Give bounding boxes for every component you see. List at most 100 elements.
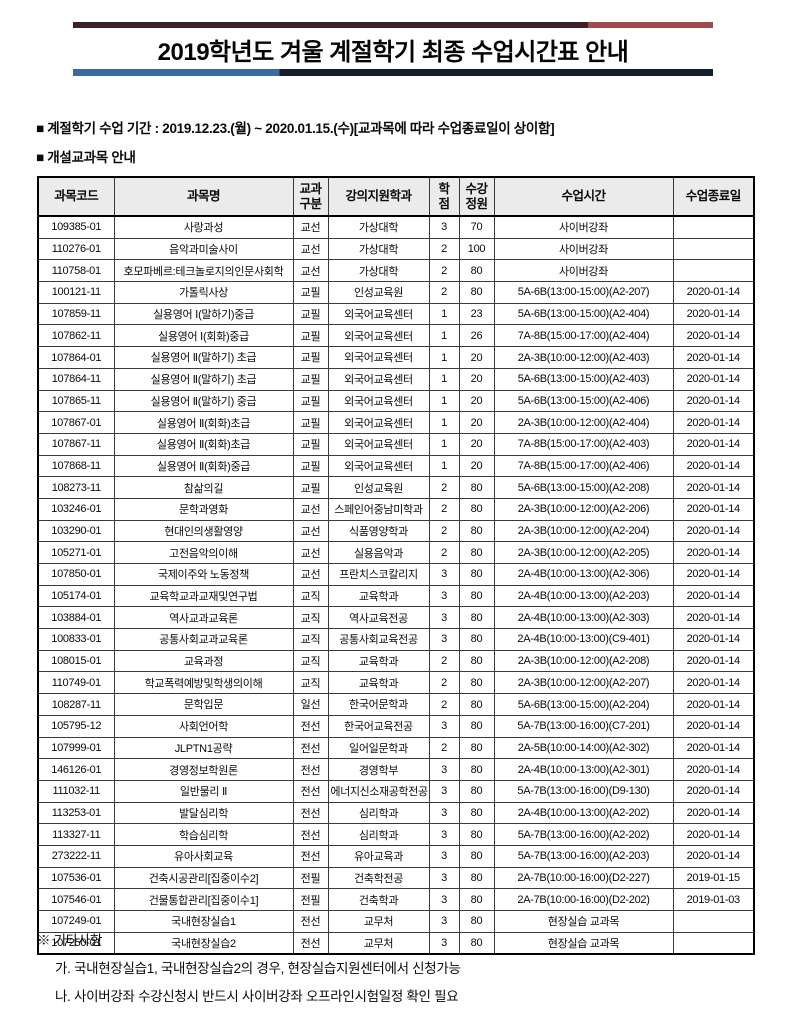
table-cell: 5A-7B(13:00-16:00)(A2-203)	[493, 844, 674, 868]
cell-text: 7A-8B(15:00-17:00)(A2-406)	[517, 459, 650, 472]
table-row: 107864-11 실용영어 Ⅱ(말하기) 초급 교필 외국어교육센터 1 20 5A-6B…	[37, 367, 755, 391]
cell-text: 1	[441, 329, 447, 342]
table-cell: 20	[458, 411, 495, 434]
cell-text: 100833-01	[51, 633, 102, 646]
table-cell: 교육학교과교재및연구법	[113, 584, 294, 608]
table-cell: 실용영어 Ⅱ(회화)초급	[113, 411, 294, 434]
table-cell: 2A-3B(10:00-12:00)(A2-206)	[493, 497, 674, 521]
table-cell: 80	[458, 628, 495, 651]
cell-text: 110758-01	[51, 264, 101, 277]
cell-text: 2020-01-14	[686, 698, 741, 711]
table-cell: 80	[458, 584, 495, 608]
cell-text: 107862-11	[51, 329, 101, 342]
cell-text: 사이버강좌	[558, 222, 609, 235]
cell-text: 80	[470, 611, 483, 624]
cell-text: 20	[470, 351, 483, 364]
cell-text: 2020-01-14	[686, 373, 741, 386]
table-cell: 2	[428, 519, 460, 543]
table-cell: 경영학부	[327, 758, 430, 781]
cell-text: 공통사회교육전공	[339, 634, 418, 647]
cell-text: 음악과미술사이	[169, 244, 238, 257]
cell-text: 20	[470, 438, 483, 451]
table-cell: 100	[458, 237, 495, 261]
cell-text: 3	[441, 720, 447, 733]
cell-text: 가상대학	[358, 244, 399, 257]
table-cell: 유아교육과	[327, 844, 430, 868]
cell-text: 80	[470, 590, 483, 603]
cell-text: 3	[441, 872, 447, 885]
cell-text: 5A-7B(13:00-16:00)(D9-130)	[517, 785, 650, 798]
cell-text: 건축학전공	[353, 872, 404, 885]
cell-text: 1	[441, 308, 447, 321]
cell-text: 교필	[300, 287, 321, 300]
cell-text: 2	[441, 286, 447, 299]
table-cell: 전선	[292, 823, 329, 846]
table-cell: 80	[458, 736, 495, 760]
cell-text: 70	[470, 221, 483, 234]
table-cell: 1	[428, 432, 460, 456]
table-cell: 교직	[292, 584, 329, 608]
table-cell: 2020-01-14	[672, 476, 755, 499]
table-cell: 107867-01	[37, 411, 115, 434]
table-cell: 108287-11	[37, 693, 115, 716]
table-cell: 273222-11	[37, 844, 115, 868]
title-top-divider-bar	[73, 22, 713, 28]
table-cell: 2A-7B(10:00-16:00)(D2-227)	[493, 866, 674, 890]
table-cell: 실용영어 Ⅱ(회화)중급	[113, 454, 294, 478]
cell-text: 역사교과교육론	[169, 612, 238, 625]
cell-text: 전선	[300, 742, 321, 755]
cell-text: 2020-01-14	[686, 308, 741, 321]
cell-text: 심리학과	[358, 807, 399, 820]
table-cell: 교필	[292, 281, 329, 304]
table-cell: 전선	[292, 736, 329, 760]
cell-text: JLPTN1공략	[174, 742, 233, 755]
table-cell: 현대인의생활영양	[113, 519, 294, 543]
cell-text: 107859-11	[51, 308, 101, 321]
cell-text: 110276-01	[51, 243, 101, 256]
table-cell: 5A-6B(13:00-15:00)(A2-403)	[493, 367, 674, 391]
table-cell: 2	[428, 476, 460, 499]
cell-text: 2020-01-14	[686, 720, 741, 733]
cell-text: 107999-01	[51, 741, 102, 754]
table-cell: 107862-11	[37, 324, 115, 348]
table-cell: 2020-01-14	[672, 736, 755, 760]
cell-text: 80	[470, 915, 483, 928]
table-cell: 2A-3B(10:00-12:00)(A2-205)	[493, 541, 674, 564]
cell-text: 80	[470, 655, 483, 668]
cell-text: 학습심리학	[178, 829, 229, 842]
cell-text: 2020-01-14	[686, 590, 741, 603]
cell-text: 2020-01-14	[686, 546, 741, 559]
table-cell: 3	[428, 628, 460, 651]
cell-text: 고전음악의이해	[169, 547, 238, 560]
cell-text: 20	[470, 459, 483, 472]
cell-text: 2020-01-14	[686, 676, 741, 689]
table-cell: 문학입문	[113, 693, 294, 716]
table-cell: 80	[458, 476, 495, 499]
column-header: 수강 정원	[458, 176, 495, 217]
cell-text: 107536-01	[51, 872, 102, 885]
table-cell: 학교폭력예방및학생의이해	[113, 671, 294, 695]
table-cell: 외국어교육센터	[327, 346, 430, 369]
cell-text: 실용음악과	[353, 547, 404, 560]
cell-text: 2019-01-15	[686, 872, 741, 885]
table-cell: 유아사회교육	[113, 844, 294, 868]
table-cell: 2	[428, 497, 460, 521]
table-row: 108273-11 참삶의길 교필 인성교육원 2 80 5A-6B(13:00-15:00…	[37, 476, 755, 499]
table-cell: 80	[458, 801, 495, 825]
table-cell: 80	[458, 541, 495, 564]
cell-text: 103246-01	[51, 503, 102, 516]
table-cell: 2020-01-14	[672, 714, 755, 738]
cell-text: 2	[441, 655, 447, 668]
table-cell: 가톨릭사상	[113, 281, 294, 304]
cell-text: 교선	[300, 222, 321, 235]
table-row: 107859-11 실용영어 Ⅰ(말하기)중급 교필 외국어교육센터 1 23 5A-6B(…	[37, 302, 755, 326]
cell-text: 103290-01	[51, 525, 102, 538]
cell-text: 80	[470, 828, 483, 841]
cell-text: 1	[441, 459, 447, 472]
table-row: 110749-01 학교폭력예방및학생의이해 교직 교육학과 2 80 2A-3B(10:0…	[37, 671, 755, 695]
cell-text: 3	[441, 806, 447, 819]
table-cell: 외국어교육센터	[327, 324, 430, 348]
table-cell: 110276-01	[37, 237, 115, 261]
table-cell: 2020-01-14	[672, 844, 755, 868]
cell-text: 107868-11	[51, 459, 101, 472]
